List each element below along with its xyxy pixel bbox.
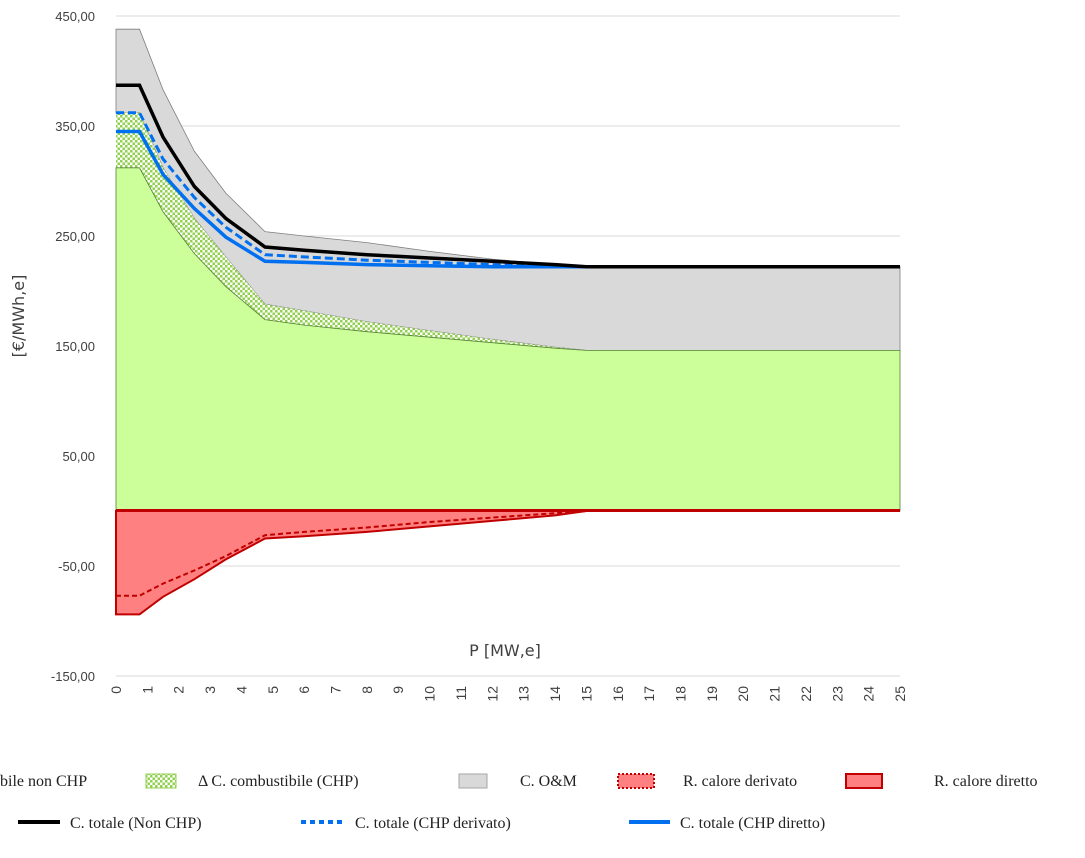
line-series [116,83,900,269]
x-axis-ticks: 0 1 2 3 4 5 6 7 8 9 10 11 12 13 14 15 16 17 18 19 20 21 22 23 24… [108,686,908,702]
legend-swatch-om [458,773,488,789]
legend-label-total-chp-derived: C. totale (CHP derivato) [355,815,511,832]
x-tick-label: 20 [735,686,751,702]
x-tick-label: 15 [578,686,594,702]
y-axis-ticks: 450,00 350,00 250,00 150,00 50,00 -50,00 -150,… [51,9,95,684]
x-tick-label: 6 [296,686,312,694]
x-tick-label: 11 [453,686,469,701]
x-tick-label: 2 [171,686,187,694]
y-tick-label: -150,00 [51,669,95,684]
legend-swatch-heat-derived [617,773,655,789]
legend-label-delta-fuel-chp: Δ C. combustibile (CHP) [198,773,359,790]
x-tick-label: 1 [139,686,155,694]
x-tick-label: 4 [233,686,249,694]
legend-swatch-delta-fuel-chp [145,773,177,789]
x-tick-label: 21 [767,686,783,702]
area-series [115,28,901,616]
x-tick-label: 14 [547,686,563,702]
x-tick-label: 10 [422,686,438,702]
line-total-non-chp [116,83,900,269]
legend-label-om: C. O&M [520,773,577,790]
line-heat-derived [116,510,900,597]
y-tick-label: 50,00 [62,449,95,464]
y-tick-label: -50,00 [58,559,95,574]
x-tick-label: 0 [108,686,124,694]
x-tick-label: 9 [390,686,406,694]
x-tick-label: 13 [516,686,532,702]
x-tick-label: 25 [892,686,908,702]
legend-label-fuel-non-chp: bile non CHP [0,773,87,790]
x-tick-label: 12 [484,686,500,702]
legend-label-total-chp-direct: C. totale (CHP diretto) [680,815,825,832]
x-tick-label: 8 [359,686,375,694]
area-heat-direct [115,510,900,616]
x-tick-label: 17 [641,686,657,702]
x-tick-label: 7 [328,686,344,694]
x-tick-label: 3 [202,686,218,694]
x-tick-label: 24 [861,686,877,702]
y-tick-label: 150,00 [55,339,95,354]
y-tick-label: 450,00 [55,9,95,24]
legend: bile non CHP Δ C. combustibile (CHP) C. … [0,773,1038,832]
y-axis-label: [€/MWh,e] [9,275,28,358]
legend-label-total-non-chp: C. totale (Non CHP) [70,815,202,832]
x-tick-label: 22 [798,686,814,702]
y-tick-label: 350,00 [55,119,95,134]
x-axis-label: P [MW,e] [469,641,541,660]
x-tick-label: 5 [265,686,281,694]
y-tick-label: 250,00 [55,229,95,244]
x-tick-label: 23 [829,686,845,702]
x-tick-label: 18 [672,686,688,702]
legend-label-heat-direct: R. calore diretto [934,773,1038,790]
legend-swatch-heat-direct [845,773,883,789]
legend-label-heat-derived: R. calore derivato [683,773,797,790]
x-tick-label: 19 [704,686,720,702]
x-tick-label: 16 [610,686,626,702]
